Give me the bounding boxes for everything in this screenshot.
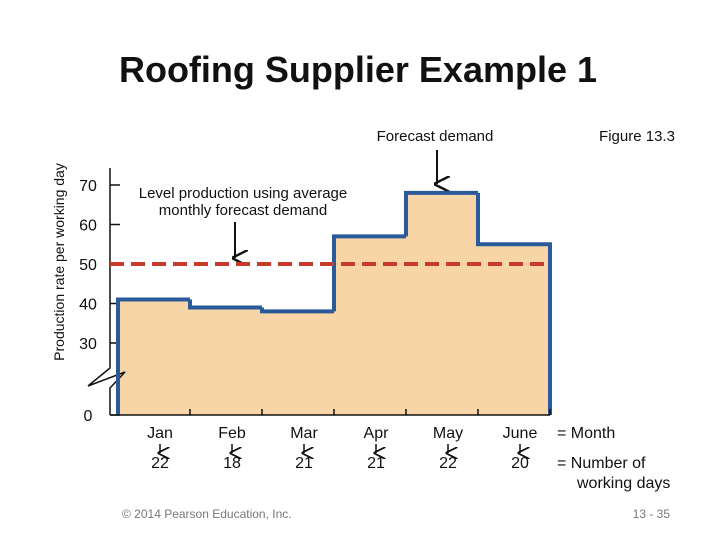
forecast-annotation: Forecast demand — [377, 128, 494, 145]
level-annotation: Level production using average — [139, 185, 347, 202]
step — [404, 190, 478, 237]
working-days: 18 — [223, 455, 241, 472]
step — [188, 299, 262, 310]
month-label: June — [503, 425, 538, 442]
month-label: Jan — [147, 425, 173, 442]
month-label: Apr — [364, 425, 390, 442]
working-days: 21 — [295, 455, 313, 472]
step — [116, 297, 190, 415]
y-tick-label: 40 — [79, 297, 97, 314]
y-tick-label: 0 — [84, 408, 93, 425]
y-tick-label: 60 — [79, 218, 97, 235]
month-label: May — [433, 425, 463, 442]
plot: 0 30 40 50 60 70 Jan 22 Feb 18 Mar 21 Apr 21 May 22 June… — [79, 168, 552, 472]
level-annotation: monthly forecast demand — [159, 202, 327, 219]
step — [260, 307, 334, 314]
month-label: Mar — [290, 425, 318, 442]
figure-label: Figure 13.3 — [599, 128, 675, 145]
legend: = Month — [557, 425, 615, 442]
working-days: 22 — [151, 455, 169, 472]
working-days: 20 — [511, 455, 529, 472]
legend: working days — [576, 475, 670, 492]
month-label: Feb — [218, 425, 246, 442]
y-axis — [87, 168, 126, 415]
step — [476, 192, 552, 415]
working-days: 21 — [367, 455, 385, 472]
title: Roofing Supplier Example 1 — [119, 49, 597, 90]
y-axis-label: Production rate per working day — [51, 163, 67, 361]
y-tick-label: 50 — [79, 257, 97, 274]
legend: = Number of — [557, 455, 646, 472]
y-tick-label: 30 — [79, 336, 97, 353]
step — [332, 234, 406, 312]
copyright: © 2014 Pearson Education, Inc. — [122, 507, 292, 521]
working-days: 22 — [439, 455, 457, 472]
y-tick-label: 70 — [79, 178, 97, 195]
page-number: 13 - 35 — [633, 507, 671, 521]
